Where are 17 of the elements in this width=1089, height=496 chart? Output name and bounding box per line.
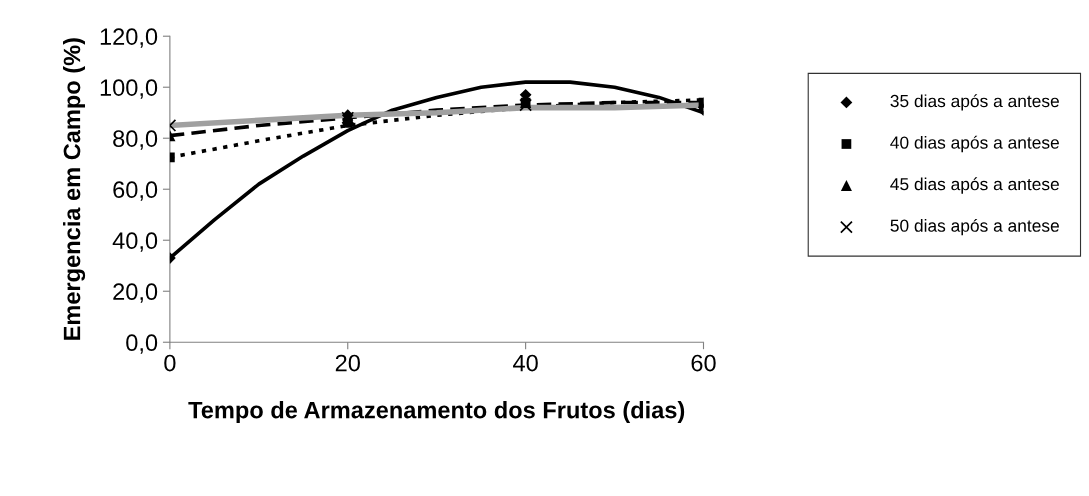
y-tick-label: 20,0 [113, 283, 158, 303]
legend-label: 50 dias após a antese [890, 218, 1059, 236]
x-axis-title: Tempo de Armazenamento dos Frutos (dias) [188, 401, 685, 424]
legend-label: 45 dias após a antese [890, 177, 1059, 194]
x-tick-label: 20 [335, 354, 360, 372]
y-tick-label: 0,0 [126, 334, 158, 354]
legend-label: 40 dias após a antese [890, 135, 1059, 153]
y-axis-title: Emergencia em Campo (%) [63, 38, 86, 340]
x-tick-label: 60 [691, 354, 716, 372]
legend-label: 35 dias após a antese [890, 94, 1059, 111]
y-tick-label: 100,0 [100, 79, 158, 99]
x-tick-label: 0 [164, 354, 176, 372]
y-tick-label: 80,0 [113, 130, 158, 150]
y-tick-label: 120,0 [100, 28, 158, 48]
y-tick-label: 40,0 [112, 232, 158, 252]
y-tick-label: 60,0 [113, 181, 158, 201]
x-tick-label: 40 [513, 354, 538, 372]
